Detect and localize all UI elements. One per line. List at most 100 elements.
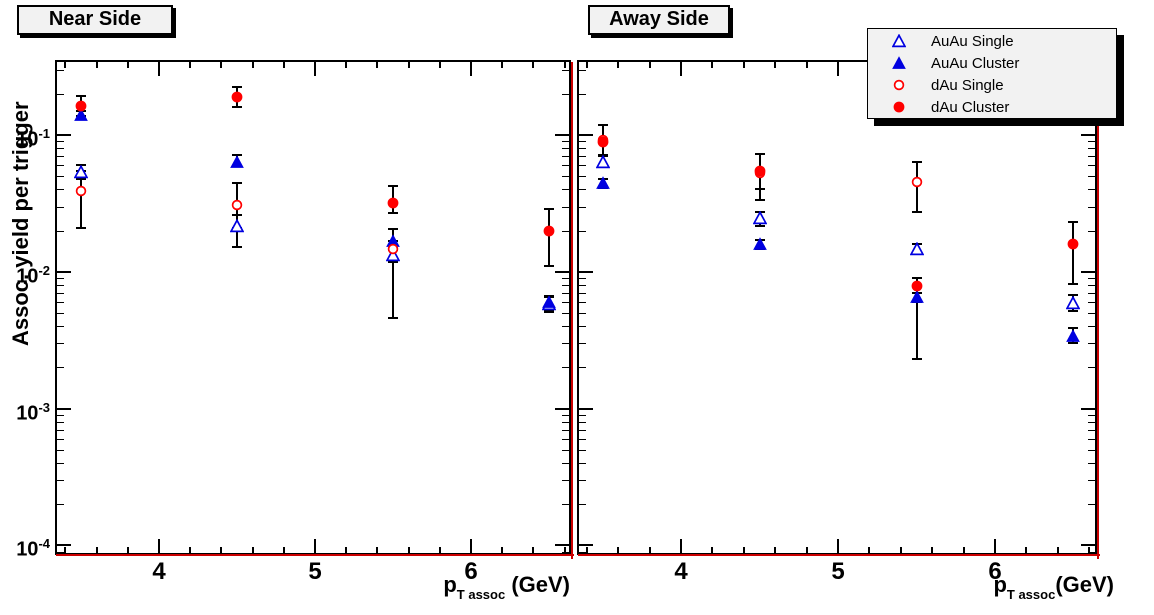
error-cap-bottom: [232, 105, 243, 108]
y-minor-tick-right: [562, 367, 569, 368]
y-minor-tick: [579, 367, 586, 368]
x-tick-top: [345, 62, 347, 68]
x-tick-top: [806, 62, 808, 68]
y-minor-tick-right: [562, 293, 569, 294]
error-cap-bottom: [754, 199, 765, 202]
legend-item-auau-cluster: AuAu Cluster: [868, 52, 1116, 74]
x-tick-top: [743, 62, 745, 68]
data-point-auau-single: [73, 164, 89, 179]
y-minor-tick: [579, 422, 586, 423]
x-tick-top: [439, 62, 441, 68]
y-minor-tick-right: [1088, 552, 1095, 553]
y-minor-tick: [579, 293, 586, 294]
x-tick: [127, 547, 129, 553]
error-bar: [80, 170, 83, 228]
x-tick-top: [837, 62, 839, 76]
y-minor-tick: [57, 450, 64, 451]
near-side-title: Near Side: [48, 8, 142, 30]
y-minor-tick: [57, 285, 64, 286]
error-cap-top: [911, 277, 922, 280]
y-minor-tick-right: [1088, 367, 1095, 368]
y-minor-tick: [57, 231, 64, 232]
y-minor-tick: [57, 302, 64, 303]
x-tick: [564, 547, 566, 553]
y-minor-tick: [57, 480, 64, 481]
x-tick-top: [532, 62, 534, 68]
y-tick: [579, 134, 593, 136]
y-minor-tick-right: [1088, 141, 1095, 142]
hist-zero-line: [578, 554, 1100, 556]
x-tick: [868, 547, 870, 553]
x-tick-top: [774, 62, 776, 68]
x-tick: [617, 547, 619, 553]
x-tick-top: [314, 62, 316, 76]
error-bar: [1072, 221, 1075, 284]
y-minor-tick: [579, 302, 586, 303]
y-minor-tick-right: [562, 70, 569, 71]
x-tick-label: 5: [831, 558, 845, 585]
y-minor-tick-right: [1088, 293, 1095, 294]
y-minor-tick-right: [562, 504, 569, 505]
y-minor-tick-right: [562, 231, 569, 232]
error-cap-top: [911, 160, 922, 163]
x-tick-label: 5: [308, 558, 322, 585]
y-minor-tick: [579, 463, 586, 464]
y-tick-label: 10-3: [16, 400, 50, 425]
x-axis-title-subscript: T assoc: [1006, 587, 1056, 602]
data-point-dau-single: [230, 198, 244, 212]
x-tick: [711, 547, 713, 553]
error-cap-bottom: [754, 225, 765, 228]
x-tick-top: [470, 62, 472, 76]
data-point-auau-single: [595, 154, 610, 169]
data-point-dau-cluster: [74, 99, 88, 113]
data-point-auau-single: [385, 247, 401, 262]
x-tick-top: [220, 62, 222, 68]
y-minor-tick-right: [1088, 422, 1095, 423]
data-point-dau-single: [74, 184, 88, 198]
x-tick-top: [96, 62, 98, 68]
y-minor-tick: [579, 94, 586, 95]
y-tick-right: [1081, 271, 1095, 273]
y-minor-tick: [579, 326, 586, 327]
y-minor-tick: [579, 278, 586, 279]
y-minor-tick: [57, 207, 64, 208]
y-minor-tick-right: [562, 141, 569, 142]
x-tick: [743, 547, 745, 553]
near-x-axis-title: pT assoc (GeV): [443, 572, 570, 602]
triangle-filled-icon: [892, 56, 906, 70]
y-tick-right: [555, 544, 569, 546]
x-tick: [1025, 547, 1027, 553]
error-cap-top: [76, 95, 87, 98]
x-tick: [680, 539, 682, 553]
error-cap-top: [544, 208, 555, 211]
y-minor-tick-right: [562, 343, 569, 344]
y-minor-tick-right: [1088, 415, 1095, 416]
x-tick-top: [586, 62, 588, 68]
y-minor-tick-right: [562, 480, 569, 481]
y-tick: [57, 134, 71, 136]
error-cap-top: [232, 85, 243, 88]
data-point-auau-single: [752, 210, 767, 225]
y-tick: [579, 544, 593, 546]
data-point-auau-cluster: [542, 295, 556, 309]
error-cap-top: [1068, 326, 1079, 329]
y-minor-tick: [57, 293, 64, 294]
y-minor-tick-right: [1088, 480, 1095, 481]
y-minor-tick: [57, 94, 64, 95]
y-minor-tick: [57, 189, 64, 190]
error-cap-bottom: [911, 358, 922, 361]
y-minor-tick-right: [1088, 189, 1095, 190]
error-cap-bottom: [1068, 282, 1079, 285]
y-minor-tick-right: [1088, 463, 1095, 464]
away-side-title: Away Side: [609, 8, 709, 30]
y-minor-tick-right: [1088, 439, 1095, 440]
y-minor-tick: [57, 463, 64, 464]
error-cap-bottom: [388, 211, 399, 214]
data-point-dau-cluster: [910, 279, 924, 293]
data-point-auau-cluster: [74, 108, 88, 122]
x-tick-label: 4: [674, 558, 688, 585]
y-minor-tick-right: [562, 415, 569, 416]
x-tick-label: 6: [464, 558, 478, 585]
error-bar: [915, 278, 918, 360]
